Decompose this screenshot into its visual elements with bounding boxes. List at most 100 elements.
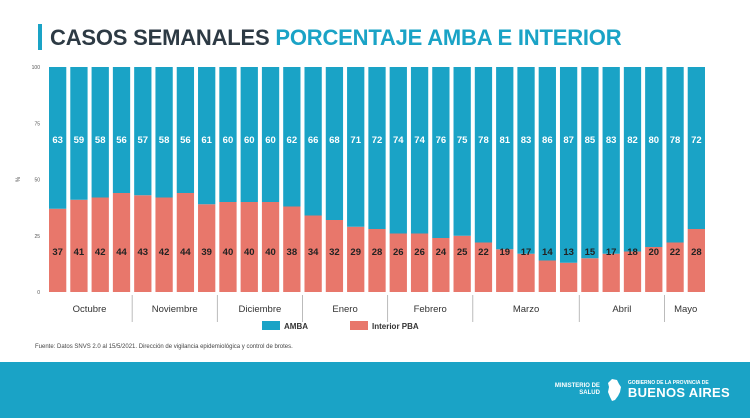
bar-amba bbox=[112, 67, 131, 193]
legend-swatch-amba bbox=[262, 321, 280, 330]
bar-amba bbox=[347, 67, 365, 227]
x-month-label: Noviembre bbox=[152, 304, 198, 315]
data-label-interior: 15 bbox=[585, 247, 596, 258]
data-label-interior: 26 bbox=[393, 247, 404, 258]
bar-interior bbox=[559, 262, 578, 292]
bar-interior bbox=[368, 229, 386, 292]
bar-interior bbox=[91, 197, 109, 292]
data-label-interior: 40 bbox=[265, 247, 276, 258]
data-label-interior: 22 bbox=[670, 247, 681, 258]
data-label-interior: 37 bbox=[52, 247, 63, 258]
bar-amba bbox=[155, 67, 173, 198]
data-label-interior: 44 bbox=[180, 247, 191, 258]
data-label-amba: 66 bbox=[308, 135, 319, 146]
bar-interior bbox=[325, 220, 344, 292]
bar-amba bbox=[645, 67, 663, 247]
title-main: CASOS SEMANALES bbox=[50, 25, 270, 50]
data-label-interior: 42 bbox=[95, 247, 106, 258]
bar-amba bbox=[410, 67, 429, 234]
data-label-amba: 76 bbox=[436, 135, 447, 146]
bar-amba bbox=[91, 67, 109, 198]
data-label-amba: 82 bbox=[627, 135, 638, 146]
data-label-interior: 28 bbox=[372, 247, 383, 258]
bar-interior bbox=[389, 233, 407, 292]
bar-interior bbox=[538, 260, 556, 292]
bar-interior bbox=[112, 193, 131, 292]
legend-label-interior: Interior PBA bbox=[372, 322, 419, 331]
bar-interior bbox=[155, 197, 173, 292]
data-label-interior: 17 bbox=[521, 247, 532, 258]
bar-interior bbox=[410, 233, 429, 292]
bar-amba bbox=[602, 67, 620, 254]
data-label-interior: 41 bbox=[74, 247, 85, 258]
data-label-amba: 75 bbox=[457, 135, 468, 146]
bar-interior bbox=[70, 199, 88, 292]
data-label-amba: 86 bbox=[542, 135, 553, 146]
bar-amba bbox=[432, 67, 450, 238]
bar-amba bbox=[581, 67, 599, 259]
page-title: CASOS SEMANALES PORCENTAJE AMBA E INTERI… bbox=[50, 24, 622, 52]
bar-amba bbox=[623, 67, 642, 252]
data-label-amba: 58 bbox=[159, 135, 170, 146]
data-label-amba: 61 bbox=[201, 135, 212, 146]
data-label-interior: 42 bbox=[159, 247, 170, 258]
bar-interior bbox=[49, 208, 67, 292]
data-label-interior: 14 bbox=[542, 247, 553, 258]
legend-label-amba: AMBA bbox=[284, 322, 308, 331]
y-tick-label: 25 bbox=[34, 234, 40, 240]
bar-interior bbox=[347, 226, 365, 292]
bar-amba bbox=[49, 67, 67, 209]
x-month-label: Febrero bbox=[414, 304, 447, 315]
data-label-interior: 20 bbox=[648, 247, 659, 258]
bar-amba bbox=[368, 67, 386, 229]
data-label-interior: 17 bbox=[606, 247, 617, 258]
data-label-interior: 34 bbox=[308, 247, 319, 258]
bar-interior bbox=[198, 204, 216, 292]
data-label-amba: 85 bbox=[585, 135, 596, 146]
bar-interior bbox=[453, 235, 471, 292]
data-label-amba: 56 bbox=[116, 135, 127, 146]
government-label: GOBIERNO DE LA PROVINCIA DE bbox=[627, 380, 709, 386]
x-month-label: Diciembre bbox=[239, 304, 282, 315]
x-month-label: Abril bbox=[612, 304, 631, 315]
y-tick-label: 100 bbox=[32, 65, 41, 71]
data-label-interior: 44 bbox=[116, 247, 127, 258]
data-label-amba: 81 bbox=[499, 135, 510, 146]
data-label-interior: 29 bbox=[350, 247, 361, 258]
data-label-amba: 71 bbox=[350, 135, 361, 146]
x-month-label: Marzo bbox=[513, 304, 539, 315]
data-label-amba: 78 bbox=[670, 135, 681, 146]
data-label-amba: 74 bbox=[393, 135, 404, 146]
data-label-interior: 26 bbox=[414, 247, 425, 258]
data-label-interior: 43 bbox=[138, 247, 149, 258]
data-label-amba: 62 bbox=[287, 135, 298, 146]
stacked-bar-chart: 0 25 50 75 100% 63 37 59 41 58 42 56 44 57 43 58 42 56 44 6… bbox=[16, 65, 705, 331]
bar-interior bbox=[176, 193, 195, 292]
source-note: Fuente: Datos SNVS 2.0 al 15/5/2021. Dir… bbox=[35, 344, 293, 350]
data-label-amba: 60 bbox=[223, 135, 234, 146]
x-month-label: Enero bbox=[332, 304, 357, 315]
bar-interior bbox=[645, 247, 663, 292]
data-label-amba: 83 bbox=[521, 135, 532, 146]
data-label-interior: 40 bbox=[223, 247, 234, 258]
bar-interior bbox=[687, 229, 705, 292]
bar-interior bbox=[134, 195, 152, 292]
data-label-interior: 25 bbox=[457, 247, 468, 258]
bar-amba bbox=[496, 67, 514, 250]
bar-interior bbox=[623, 251, 642, 292]
footer-band: MINISTERIO DE SALUD GOBIERNO DE LA PROVI… bbox=[0, 362, 750, 418]
bar-amba bbox=[283, 67, 301, 207]
ministry-label: MINISTERIO DE SALUD bbox=[554, 383, 600, 396]
bar-interior bbox=[666, 242, 684, 292]
bar-amba bbox=[538, 67, 556, 261]
x-month-label: Octubre bbox=[73, 304, 107, 315]
bar-interior bbox=[219, 202, 237, 292]
government-logo: MINISTERIO DE SALUD GOBIERNO DE LA PROVI… bbox=[555, 376, 730, 404]
bar-interior bbox=[304, 215, 322, 292]
legend-swatch-interior bbox=[350, 321, 368, 330]
y-axis-label: % bbox=[16, 176, 22, 182]
title-accent-bar bbox=[38, 24, 42, 50]
bar-interior bbox=[602, 253, 620, 292]
data-label-amba: 72 bbox=[691, 135, 702, 146]
bar-amba bbox=[453, 67, 471, 236]
